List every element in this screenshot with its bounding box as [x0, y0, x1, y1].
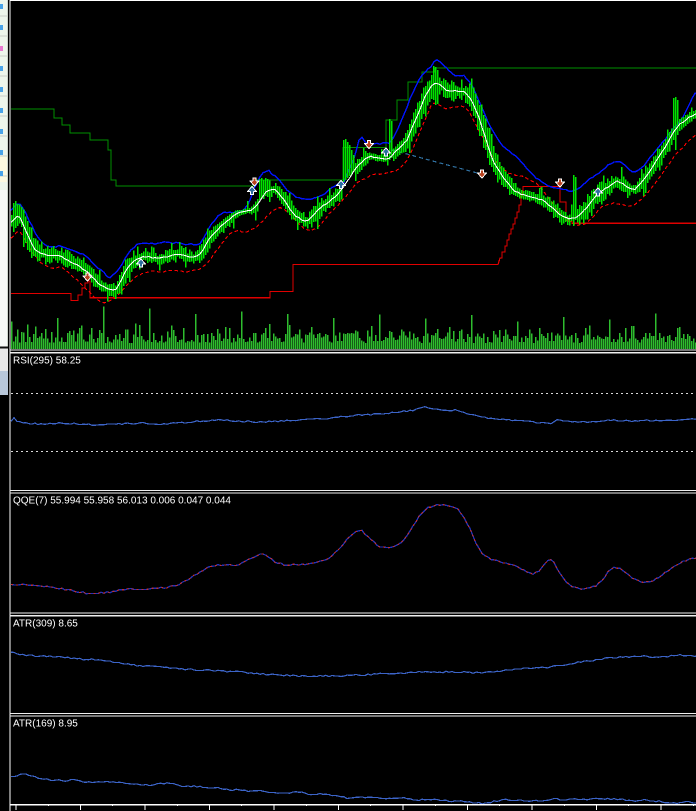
svg-text:QQE(7) 55.994 55.958 56.013 0.: QQE(7) 55.994 55.958 56.013 0.006 0.047 …	[13, 496, 231, 507]
svg-text:RSI(295) 58.25: RSI(295) 58.25	[13, 356, 81, 367]
svg-text:ATR(169) 8.95: ATR(169) 8.95	[13, 719, 78, 730]
svg-text:ATR(309) 8.65: ATR(309) 8.65	[13, 619, 78, 630]
